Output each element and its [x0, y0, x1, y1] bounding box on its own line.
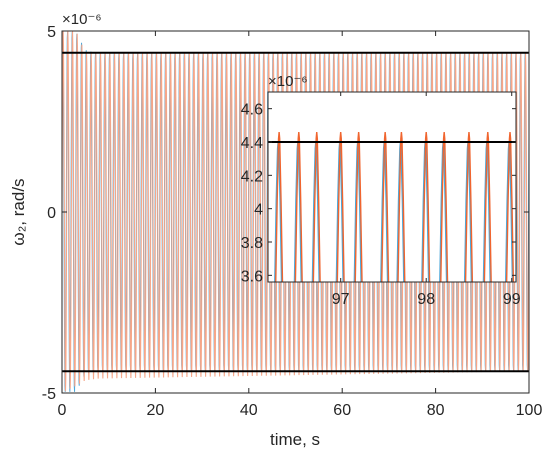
main-x-tick-label: 0	[58, 402, 67, 419]
inset-y-tick-label: 3.8	[241, 235, 263, 252]
inset-x-tick-label: 97	[332, 291, 350, 308]
inset-exponent-label: ×10⁻⁶	[268, 73, 308, 90]
inset-series-2-peak	[505, 131, 515, 282]
inset-x-axis: 97 98 99	[332, 92, 521, 308]
inset-x-tick-label: 98	[417, 291, 435, 308]
inset-series-2-peak	[275, 131, 284, 282]
inset-x-tick-label: 99	[503, 291, 521, 308]
inset-y-tick-label: 4.6	[241, 102, 263, 119]
inset-series-2-peak	[336, 131, 345, 282]
inset-y-tick-label: 4.2	[241, 168, 263, 185]
main-exponent-label: ×10⁻⁶	[62, 11, 102, 28]
main-y-tick-label: 0	[47, 205, 56, 222]
inset-plot-area	[268, 92, 516, 282]
inset-series-2-peak	[354, 131, 363, 282]
main-y-tick-label: 5	[47, 24, 56, 41]
inset-y-tick-label: 4	[254, 202, 263, 219]
inset-series-2-peak	[422, 131, 431, 282]
main-x-tick-label: 100	[516, 402, 543, 419]
main-x-tick-label: 20	[147, 402, 165, 419]
inset-series-2-peak	[440, 131, 449, 282]
main-y-tick-label: -5	[42, 386, 56, 403]
inset-y-tick-label: 4.4	[241, 135, 263, 152]
inset-series-2-peak	[397, 131, 406, 282]
inset-plot: 97 98 99 3.6 3.8 4 4.2 4.4 4.6 ×10⁻⁶	[241, 73, 521, 308]
inset-series-2-peak	[464, 131, 474, 282]
main-bound-lines	[62, 51, 529, 373]
main-x-axis: 0 20 40 60 80 100	[58, 31, 543, 419]
inset-y-axis: 3.6 3.8 4 4.2 4.4 4.6	[241, 102, 516, 285]
inset-y-tick-label: 3.6	[241, 268, 263, 285]
main-x-axis-label: time, s	[270, 430, 320, 449]
inset-series-2-peak	[381, 131, 390, 282]
inset-series-2-peak	[483, 131, 492, 282]
main-x-tick-label: 40	[240, 402, 258, 419]
inset-series-2-peak	[312, 131, 321, 282]
inset-series-2-peak	[294, 131, 303, 282]
main-x-tick-label: 60	[333, 402, 351, 419]
main-y-axis-label: ω₂, rad/s	[9, 178, 28, 245]
main-y-axis: -5 0 5	[42, 24, 529, 403]
main-x-tick-label: 80	[427, 402, 445, 419]
inset-axes-box	[267, 91, 517, 283]
